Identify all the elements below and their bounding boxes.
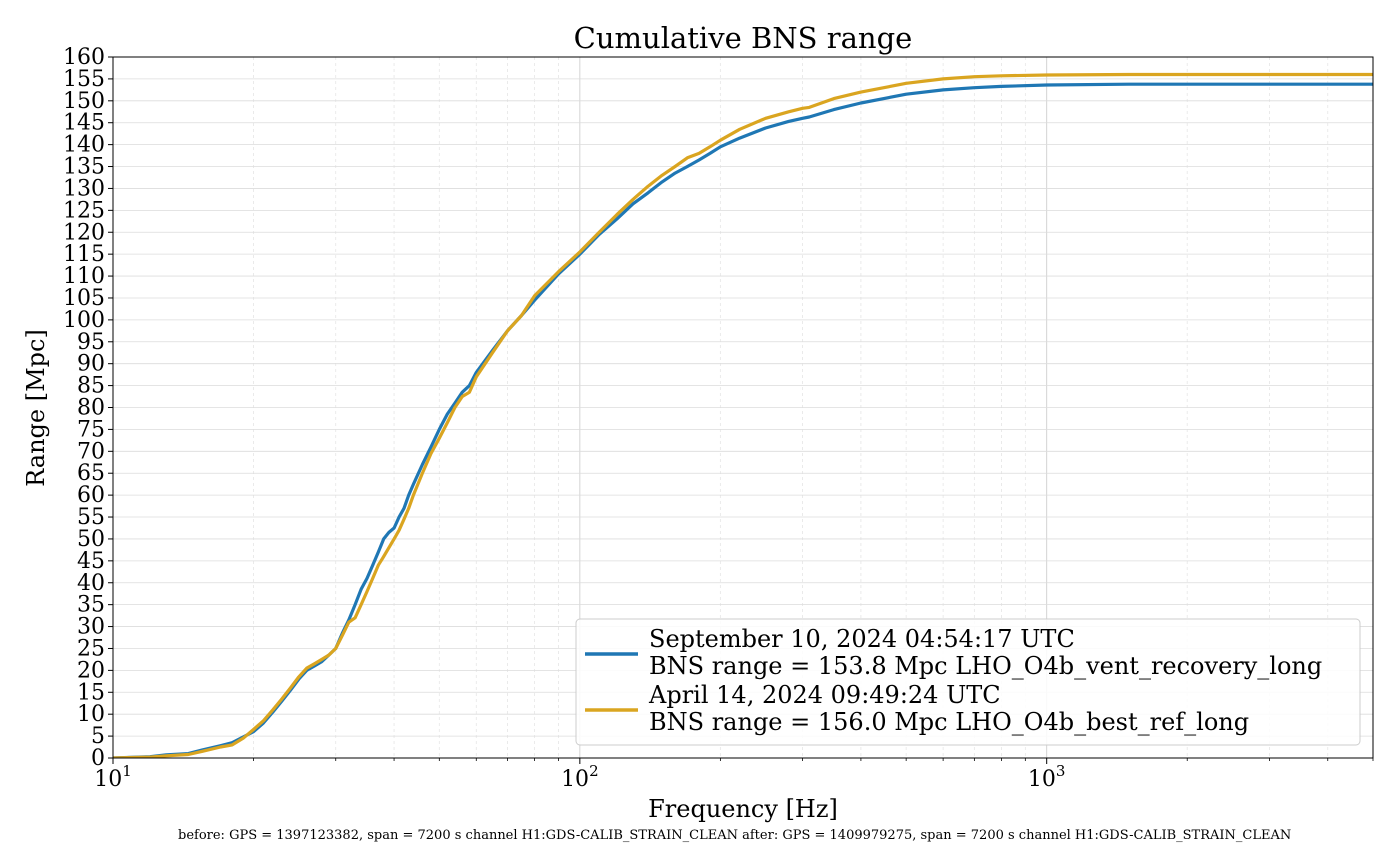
y-tick-label: 110 xyxy=(63,264,105,289)
legend: September 10, 2024 04:54:17 UTC BNS rang… xyxy=(575,618,1361,746)
y-axis-label: Range [Mpc] xyxy=(22,329,50,487)
y-tick-label: 5 xyxy=(91,724,105,749)
y-tick-label: 0 xyxy=(91,746,105,771)
y-tick-label: 55 xyxy=(77,505,105,530)
y-tick-label: 15 xyxy=(77,680,105,705)
y-tick-label: 35 xyxy=(77,593,105,618)
y-tick-label: 45 xyxy=(77,549,105,574)
legend-label-september-line1: September 10, 2024 04:54:17 UTC xyxy=(649,625,1075,653)
y-tick-label: 70 xyxy=(77,439,105,464)
y-tick-label: 75 xyxy=(77,417,105,442)
y-tick-label: 85 xyxy=(77,374,105,399)
y-tick-label: 150 xyxy=(63,89,105,114)
y-tick-label: 100 xyxy=(63,308,105,333)
legend-label-april-line1: April 14, 2024 09:49:24 UTC xyxy=(648,681,1001,709)
x-tick-label: 102 xyxy=(561,762,599,792)
y-tick-label: 140 xyxy=(63,133,105,158)
legend-label-september-line2: BNS range = 153.8 Mpc LHO_O4b_vent_recov… xyxy=(649,652,1322,680)
legend-box xyxy=(575,618,1361,746)
y-tick-label: 115 xyxy=(63,242,105,267)
series-lines xyxy=(113,72,1373,758)
y-tick-label: 40 xyxy=(77,571,105,596)
y-tick-label: 120 xyxy=(63,220,105,245)
y-axis-ticks: 0510152025303540455055606570758085909510… xyxy=(63,45,113,771)
y-tick-label: 90 xyxy=(77,352,105,377)
x-tick-label: 103 xyxy=(1028,762,1066,792)
y-tick-label: 95 xyxy=(77,330,105,355)
y-tick-label: 145 xyxy=(63,111,105,136)
y-tick-label: 20 xyxy=(77,658,105,683)
y-tick-label: 10 xyxy=(77,702,105,727)
y-tick-label: 65 xyxy=(77,461,105,486)
y-tick-label: 125 xyxy=(63,198,105,223)
y-tick-label: 30 xyxy=(77,615,105,640)
series-line-1 xyxy=(113,72,1373,758)
y-tick-label: 25 xyxy=(77,636,105,661)
x-axis-label: Frequency [Hz] xyxy=(648,795,838,823)
y-tick-label: 80 xyxy=(77,396,105,421)
x-axis-ticks: 101 102 103 xyxy=(94,758,1374,792)
y-tick-label: 155 xyxy=(63,67,105,92)
y-tick-label: 50 xyxy=(77,527,105,552)
y-tick-label: 160 xyxy=(63,45,105,70)
y-tick-label: 60 xyxy=(77,483,105,508)
y-tick-label: 105 xyxy=(63,286,105,311)
x-tick-label: 101 xyxy=(94,762,132,792)
chart-title: Cumulative BNS range xyxy=(574,21,913,55)
legend-label-april-line2: BNS range = 156.0 Mpc LHO_O4b_best_ref_l… xyxy=(649,708,1249,736)
y-tick-label: 130 xyxy=(63,176,105,201)
y-tick-label: 135 xyxy=(63,155,105,180)
footer-note: before: GPS = 1397123382, span = 7200 s … xyxy=(178,828,1292,843)
